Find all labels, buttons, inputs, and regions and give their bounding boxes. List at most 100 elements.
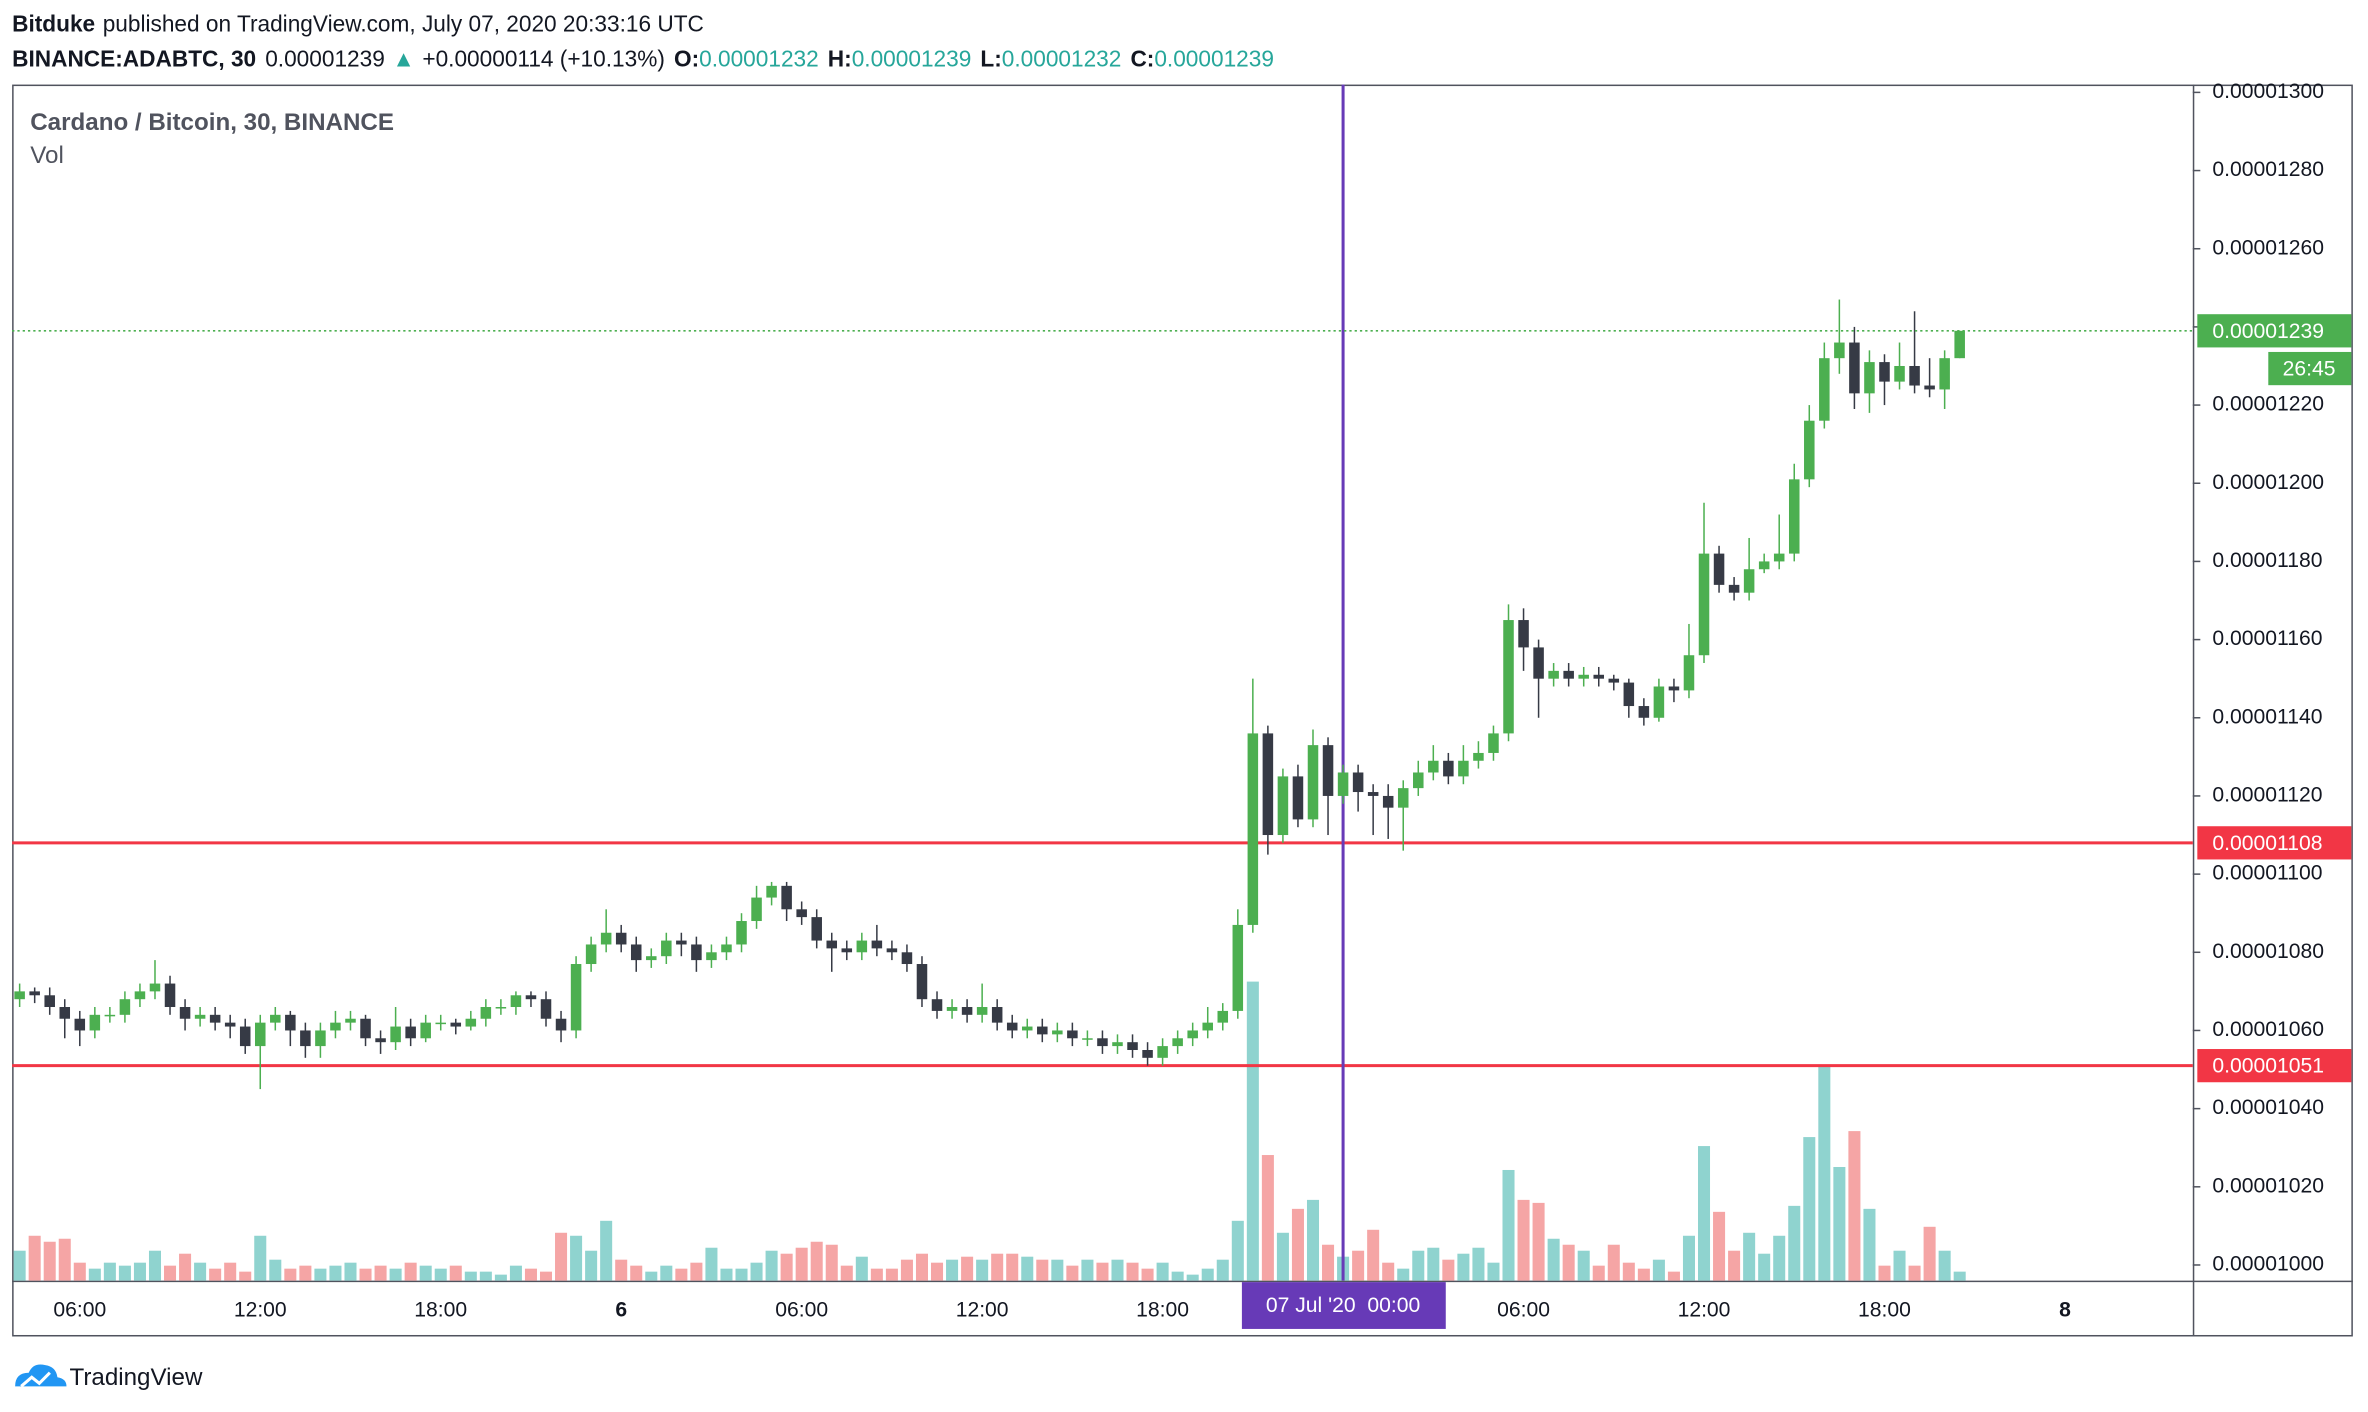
- countdown-box: [2268, 351, 2352, 386]
- candle-body: [1638, 706, 1650, 718]
- volume-bar: [991, 1253, 1004, 1281]
- candle-body: [1473, 752, 1484, 761]
- y-tick-label: 0.00001180: [2212, 549, 2322, 572]
- candle-body: [1202, 1022, 1213, 1031]
- volume-bar: [660, 1265, 673, 1281]
- candle-body: [886, 948, 898, 953]
- volume-bar: [434, 1268, 447, 1281]
- volume-bar: [630, 1265, 643, 1281]
- volume-bar: [1306, 1199, 1320, 1281]
- y-tick-label: 0.00001060: [2212, 1018, 2324, 1041]
- low-value: 0.00001232: [1002, 45, 1122, 71]
- candle-body: [1788, 479, 1800, 554]
- candle-body: [510, 995, 522, 1008]
- volume-bar: [1773, 1235, 1786, 1281]
- candle-body: [1458, 760, 1469, 777]
- candle-body: [495, 1007, 507, 1009]
- candle-body: [916, 964, 928, 1000]
- candle-body: [1548, 670, 1559, 679]
- candle-body: [1804, 420, 1815, 480]
- candle-body: [841, 948, 853, 953]
- last-price-box: [2197, 314, 2352, 348]
- y-tick-label: 0.00001280: [2212, 158, 2324, 181]
- volume-bar: [1036, 1259, 1049, 1281]
- candle-body: [74, 1018, 86, 1031]
- candle-body: [826, 940, 838, 949]
- publish-line: Bitduke published on TradingView.com, Jul…: [12, 11, 704, 37]
- candle-body: [134, 991, 146, 1000]
- candle-body: [44, 995, 55, 1008]
- candle-body: [480, 1007, 492, 1019]
- candle-body: [1443, 760, 1454, 777]
- candle-body: [239, 1026, 251, 1047]
- volume-bar: [690, 1262, 703, 1281]
- volume-bar: [1231, 1220, 1244, 1281]
- candle-body: [1713, 553, 1725, 585]
- candle-body: [1743, 569, 1755, 593]
- volume-bar: [1863, 1208, 1876, 1281]
- volume-bar: [1322, 1244, 1335, 1281]
- candle-body: [1518, 620, 1529, 648]
- candle-body: [1172, 1038, 1183, 1047]
- volume-bar: [494, 1274, 507, 1281]
- volume-bar: [961, 1256, 974, 1281]
- volume-bar: [976, 1259, 989, 1281]
- candle-body: [1262, 733, 1274, 836]
- volume-bar: [1577, 1250, 1590, 1281]
- candle-body: [976, 1007, 988, 1015]
- volume-bar: [209, 1268, 222, 1281]
- candle-body: [1668, 686, 1680, 691]
- volume-bar: [795, 1247, 808, 1281]
- volume-bar: [585, 1250, 598, 1281]
- candle-body: [465, 1018, 477, 1027]
- candle-body: [766, 885, 777, 898]
- candle-body: [751, 897, 762, 922]
- low-key: L:: [980, 45, 1001, 71]
- candle-body: [1097, 1038, 1108, 1047]
- level-label: 0.00001108: [2212, 832, 2322, 855]
- candle-body: [300, 1030, 311, 1047]
- volume-bar: [1803, 1137, 1816, 1281]
- volume-bar: [1367, 1229, 1380, 1281]
- volume-bar: [1051, 1259, 1064, 1281]
- candle-body: [1052, 1030, 1063, 1035]
- x-tick-label: 12:00: [1678, 1298, 1731, 1321]
- volume-bar: [900, 1259, 913, 1281]
- volume-bar: [179, 1253, 192, 1281]
- candle-body: [194, 1014, 206, 1019]
- candle-body: [224, 1022, 236, 1027]
- candle-body: [450, 1022, 462, 1027]
- volume-bar: [43, 1241, 56, 1281]
- candle-body: [961, 1007, 973, 1015]
- candle-body: [1894, 365, 1905, 382]
- candle-body: [209, 1014, 221, 1023]
- close-value: 0.00001239: [1154, 45, 1274, 71]
- high-value: 0.00001239: [852, 45, 972, 71]
- candle-body: [1006, 1022, 1018, 1031]
- candle-body: [991, 1007, 1003, 1023]
- open-key: O:: [674, 45, 699, 71]
- candle-body: [781, 885, 792, 910]
- volume-bar: [1848, 1131, 1861, 1281]
- volume-bar: [314, 1268, 327, 1281]
- volume-bar: [374, 1265, 387, 1281]
- candle-body: [1413, 772, 1424, 789]
- plot-area: [12, 84, 2193, 1281]
- volume-bar: [735, 1268, 748, 1281]
- x-tick-label: 18:00: [414, 1298, 467, 1321]
- volume-bar: [389, 1268, 402, 1281]
- volume-bar: [1472, 1247, 1485, 1281]
- volume-bar: [449, 1265, 462, 1281]
- volume-bar: [254, 1235, 267, 1281]
- volume-bar: [1021, 1256, 1034, 1281]
- volume-bar: [1186, 1274, 1199, 1281]
- candle-body: [1939, 358, 1950, 390]
- candle-body: [585, 944, 597, 965]
- volume-bar: [840, 1265, 853, 1281]
- volume-bar: [148, 1250, 162, 1281]
- y-tick-label: 0.00001260: [2212, 236, 2324, 259]
- volume-bar: [855, 1256, 868, 1281]
- change: +0.00000114 (+10.13%): [422, 45, 665, 71]
